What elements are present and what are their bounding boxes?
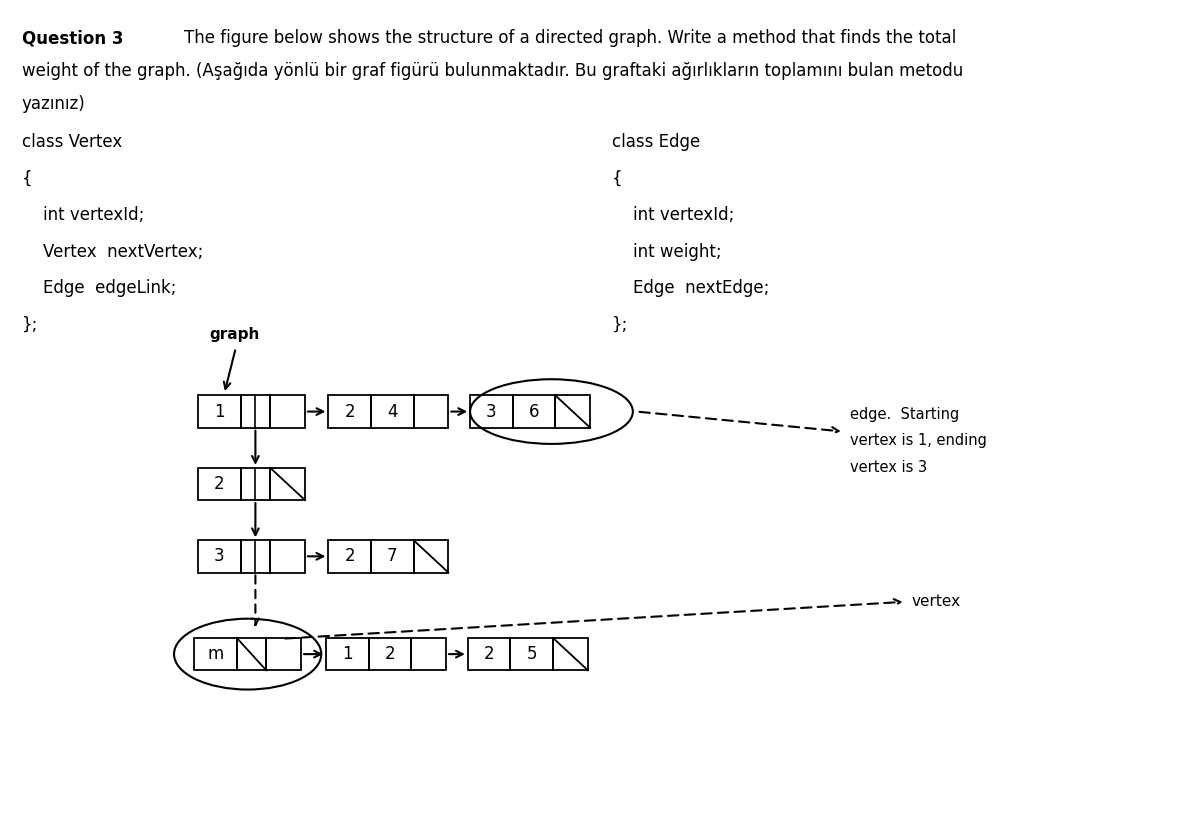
Text: 1: 1	[214, 402, 224, 420]
Text: 3: 3	[486, 402, 497, 420]
Text: 5: 5	[527, 645, 536, 663]
Bar	[198, 396, 241, 428]
Text: 1: 1	[342, 645, 353, 663]
Bar	[556, 396, 590, 428]
Bar	[371, 396, 414, 428]
Bar	[371, 540, 414, 573]
Text: int weight;: int weight;	[612, 243, 721, 261]
Text: int vertexId;: int vertexId;	[22, 206, 144, 224]
Text: 7: 7	[386, 548, 397, 565]
Bar	[270, 468, 305, 500]
Text: int vertexId;: int vertexId;	[612, 206, 734, 224]
Bar	[241, 396, 270, 428]
Bar	[266, 638, 301, 671]
Text: edge.  Starting: edge. Starting	[850, 407, 959, 422]
Bar	[241, 540, 270, 573]
Text: Vertex  nextVertex;: Vertex nextVertex;	[22, 243, 203, 261]
Text: {: {	[612, 170, 623, 188]
Bar	[468, 638, 510, 671]
Text: 2: 2	[344, 548, 355, 565]
Bar	[198, 540, 241, 573]
Text: {: {	[22, 170, 32, 188]
Text: Edge  edgeLink;: Edge edgeLink;	[22, 279, 176, 297]
Text: class Vertex: class Vertex	[22, 133, 122, 151]
Text: 4: 4	[386, 402, 397, 420]
Bar	[194, 638, 236, 671]
Text: 2: 2	[214, 475, 224, 493]
Bar	[329, 540, 371, 573]
Bar	[412, 638, 446, 671]
Text: m: m	[208, 645, 223, 663]
Bar	[241, 468, 270, 500]
Text: The figure below shows the structure of a directed graph. Write a method that fi: The figure below shows the structure of …	[142, 29, 956, 47]
Bar	[368, 638, 412, 671]
Bar	[270, 540, 305, 573]
Bar	[470, 396, 512, 428]
Text: 2: 2	[484, 645, 494, 663]
Text: vertex is 3: vertex is 3	[850, 460, 926, 475]
Text: };: };	[612, 316, 629, 334]
Text: yazınız): yazınız)	[22, 95, 85, 113]
Bar	[414, 540, 449, 573]
Bar	[512, 396, 556, 428]
Text: Question 3: Question 3	[22, 29, 124, 47]
Text: graph: graph	[210, 327, 260, 342]
Text: 2: 2	[384, 645, 395, 663]
Bar	[510, 638, 553, 671]
Bar	[414, 396, 449, 428]
Text: 3: 3	[214, 548, 224, 565]
Text: };: };	[22, 316, 38, 334]
Bar	[198, 468, 241, 500]
Text: Edge  nextEdge;: Edge nextEdge;	[612, 279, 769, 297]
Text: 6: 6	[529, 402, 539, 420]
Bar	[553, 638, 588, 671]
Text: 2: 2	[344, 402, 355, 420]
Text: vertex: vertex	[912, 594, 961, 609]
Bar	[326, 638, 368, 671]
Bar	[329, 396, 371, 428]
Text: class Edge: class Edge	[612, 133, 701, 151]
Bar	[270, 396, 305, 428]
Text: vertex is 1, ending: vertex is 1, ending	[850, 433, 986, 449]
Bar	[236, 638, 266, 671]
Text: weight of the graph. (Aşağıda yönlü bir graf figürü bulunmaktadır. Bu graftaki a: weight of the graph. (Aşağıda yönlü bir …	[22, 62, 962, 81]
